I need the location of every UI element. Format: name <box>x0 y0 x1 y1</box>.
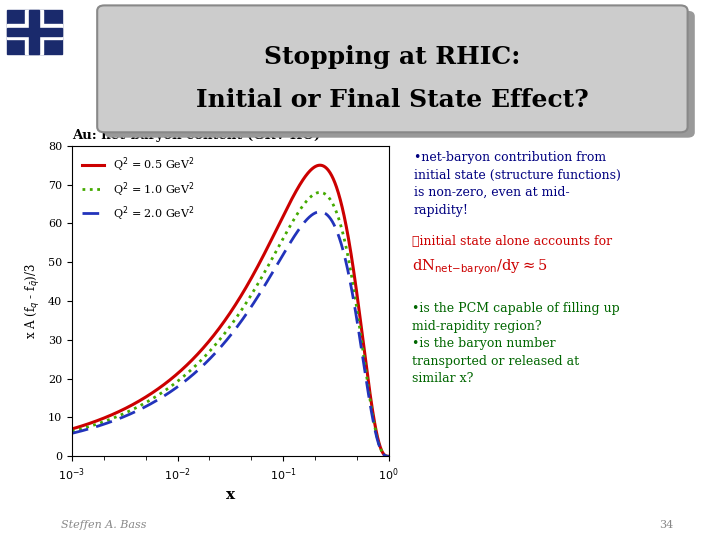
Text: •is the PCM capable of filling up
mid-rapidity region?
•is the baryon number
tra: •is the PCM capable of filling up mid-ra… <box>412 302 620 386</box>
Text: dN$_{\rm net\!-\!baryon}$/dy$\approx$5: dN$_{\rm net\!-\!baryon}$/dy$\approx$5 <box>412 258 547 277</box>
Text: Stopping at RHIC:: Stopping at RHIC: <box>264 45 521 69</box>
Text: Steffen A. Bass: Steffen A. Bass <box>61 520 147 530</box>
Y-axis label: x A (f$_q$ - f$_{\bar{q}}$)/3: x A (f$_q$ - f$_{\bar{q}}$)/3 <box>24 263 42 339</box>
Text: Initial or Final State Effect?: Initial or Final State Effect? <box>196 88 589 112</box>
Legend: Q$^2$ = 0.5 GeV$^2$, Q$^2$ = 1.0 GeV$^2$, Q$^2$ = 2.0 GeV$^2$: Q$^2$ = 0.5 GeV$^2$, Q$^2$ = 1.0 GeV$^2$… <box>78 151 199 227</box>
Text: 34: 34 <box>659 520 673 530</box>
Text: •net-baryon contribution from
initial state (structure functions)
is non-zero, e: •net-baryon contribution from initial st… <box>414 151 621 217</box>
Bar <box>30 10 39 54</box>
Bar <box>6 28 62 36</box>
Bar <box>25 10 43 54</box>
X-axis label: x: x <box>226 488 235 502</box>
Text: ➤initial state alone accounts for: ➤initial state alone accounts for <box>412 235 612 248</box>
Bar <box>6 24 62 39</box>
Text: Au: net-baryon content (GRV-HO): Au: net-baryon content (GRV-HO) <box>72 129 320 142</box>
